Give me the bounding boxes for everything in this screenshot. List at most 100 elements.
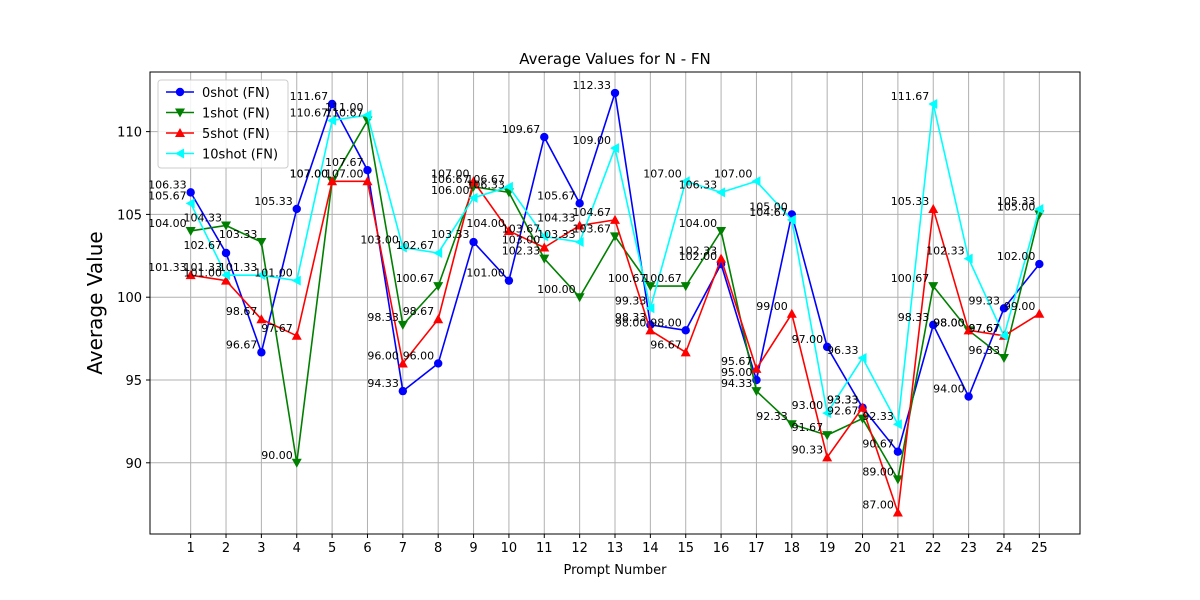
- data-label: 99.33: [615, 294, 647, 307]
- data-point: [893, 447, 903, 456]
- data-point: [291, 458, 302, 468]
- y-tick-label: 105: [117, 208, 142, 223]
- data-label: 96.33: [827, 344, 859, 357]
- data-point: [928, 98, 938, 109]
- data-point: [574, 220, 585, 230]
- data-label: 101.00: [184, 267, 223, 280]
- data-label: 106.33: [679, 178, 718, 191]
- data-point: [1035, 259, 1044, 269]
- data-label: 106.00: [431, 184, 470, 197]
- data-point: [786, 308, 797, 318]
- axis-ticks: 1 2 3 4 5 6 7 8 9 10 11 12 13 14 15 16 17 18 19 20 21 22 23 24 2…: [117, 126, 1047, 556]
- data-label: 107.00: [431, 167, 470, 180]
- data-point: [186, 188, 195, 197]
- data-label: 87.00: [862, 498, 894, 511]
- data-point: [503, 225, 514, 235]
- data-point: [716, 226, 727, 236]
- data-label: 98.00: [933, 316, 965, 329]
- data-label: 105.33: [891, 195, 930, 208]
- data-label: 109.67: [502, 123, 541, 136]
- x-tick-label: 9: [469, 541, 477, 556]
- data-label: 104.33: [184, 212, 223, 225]
- data-point: [1034, 203, 1044, 214]
- data-point: [929, 320, 938, 330]
- data-point: [751, 387, 762, 397]
- data-label: 100.67: [608, 272, 647, 285]
- y-tick-label: 110: [117, 126, 142, 141]
- data-label: 102.67: [396, 239, 435, 252]
- data-point: [892, 419, 902, 430]
- data-point: [185, 270, 196, 280]
- data-point: [539, 254, 550, 264]
- data-label: 90.67: [862, 438, 894, 451]
- data-label: 98.33: [898, 311, 930, 324]
- data-label: 107.67: [325, 156, 364, 169]
- x-tick-label: 6: [363, 541, 371, 556]
- data-point: [540, 132, 549, 142]
- data-label: 98.33: [367, 311, 399, 324]
- data-point: [433, 314, 444, 324]
- data-label: 112.33: [573, 79, 612, 92]
- data-point: [892, 475, 903, 485]
- data-point: [751, 176, 761, 187]
- data-label: 105.67: [537, 189, 576, 202]
- data-point: [539, 242, 550, 252]
- data-label: 103.33: [219, 228, 258, 241]
- x-tick-label: 25: [1031, 541, 1048, 556]
- data-label: 93.33: [827, 394, 859, 407]
- data-label: 107.00: [290, 167, 329, 180]
- data-point: [963, 253, 973, 264]
- data-point: [680, 176, 690, 187]
- legend-entry: 5shot (FN): [202, 127, 270, 142]
- data-point: [503, 181, 513, 192]
- data-label: 96.33: [968, 344, 1000, 357]
- data-point: [221, 270, 231, 281]
- data-label: 102.67: [184, 239, 223, 252]
- data-point: [999, 304, 1009, 313]
- data-label: 101.33: [184, 261, 223, 274]
- data-label: 97.67: [261, 322, 293, 335]
- data-label: 98.33: [615, 311, 647, 324]
- data-point: [327, 176, 338, 186]
- legend-box: [157, 79, 289, 169]
- data-point: [362, 110, 372, 121]
- data-point: [175, 87, 185, 97]
- data-label: 98.00: [933, 316, 965, 329]
- data-label: 105.33: [254, 195, 293, 208]
- legend: 0shot (FN) 1shot (FN) 5shot (FN) 10shot (FN…: [157, 79, 289, 169]
- data-point: [257, 348, 266, 357]
- x-tick-label: 13: [607, 541, 624, 556]
- data-label: 98.67: [403, 305, 435, 318]
- data-label: 94.33: [367, 377, 399, 390]
- data-label: 101.00: [466, 267, 505, 280]
- x-tick-label: 23: [960, 541, 977, 556]
- data-point: [680, 282, 691, 292]
- data-label: 100.67: [643, 272, 682, 285]
- data-point: [256, 314, 267, 324]
- data-label: 103.67: [502, 222, 541, 235]
- data-point: [1034, 308, 1045, 318]
- data-label: 110.67: [290, 107, 329, 120]
- data-label: 97.00: [792, 333, 824, 346]
- data-point: [645, 303, 655, 314]
- series-0shot-fn-: [186, 88, 1044, 456]
- data-label: 100.67: [891, 272, 930, 285]
- series-5shot-fn-: [185, 176, 1045, 517]
- x-tick-label: 10: [501, 541, 518, 556]
- data-label: 103.33: [537, 228, 576, 241]
- data-label: 103.67: [573, 222, 612, 235]
- data-label: 106.67: [431, 173, 470, 186]
- data-label: 99.00: [1004, 300, 1036, 313]
- data-label: 104.00: [679, 217, 718, 230]
- data-point: [175, 148, 184, 159]
- data-label: 97.67: [968, 322, 1000, 335]
- data-point: [822, 452, 833, 462]
- data-point: [574, 293, 585, 303]
- data-point: [221, 221, 232, 231]
- y-tick-label: 95: [125, 374, 142, 389]
- series-lines: [185, 88, 1045, 517]
- data-label: 107.00: [325, 167, 364, 180]
- data-label: 100.00: [537, 283, 576, 296]
- data-point: [327, 99, 337, 109]
- data-label: 111.67: [891, 90, 930, 103]
